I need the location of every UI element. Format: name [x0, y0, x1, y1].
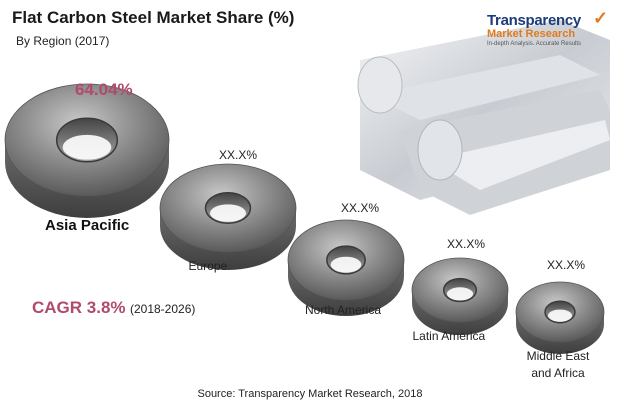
washer-mark [287, 219, 405, 316]
checkmark-icon: ✓ [593, 8, 609, 28]
washer-group [4, 83, 605, 354]
cagr-label: CAGR 3.8% (2018-2026) [32, 298, 195, 318]
washer-mark [159, 163, 297, 270]
company-logo: Transparency Market Research In-depth An… [487, 8, 608, 47]
headline-value: 64.04% [75, 80, 133, 99]
value-label: XX.X% [341, 201, 380, 215]
source-note: Source: Transparency Market Research, 20… [197, 388, 423, 400]
washer-mark [515, 281, 605, 354]
category-label: Asia Pacific [45, 217, 130, 234]
cagr-value: CAGR 3.8% [32, 298, 126, 317]
value-label: XX.X% [547, 258, 586, 272]
washer-mark [411, 257, 509, 335]
cagr-range: (2018-2026) [129, 302, 196, 316]
chart-title: Flat Carbon Steel Market Share (%) [12, 8, 295, 27]
steel-bars-image [357, 20, 610, 215]
value-label: XX.X% [219, 148, 258, 162]
logo-tagline: In-depth Analysis. Accurate Results [487, 41, 582, 47]
category-label: Europe [188, 259, 228, 273]
category-label: Latin America [412, 329, 486, 343]
chart-subtitle: By Region (2017) [16, 34, 110, 48]
value-label: XX.X% [447, 237, 486, 251]
category-label: North America [305, 303, 382, 317]
logo-line2: Market Research [487, 28, 576, 40]
washer-mark [4, 83, 170, 218]
logo-name: Transparency [487, 12, 581, 29]
category-label: Middle East and Africa [526, 349, 590, 380]
